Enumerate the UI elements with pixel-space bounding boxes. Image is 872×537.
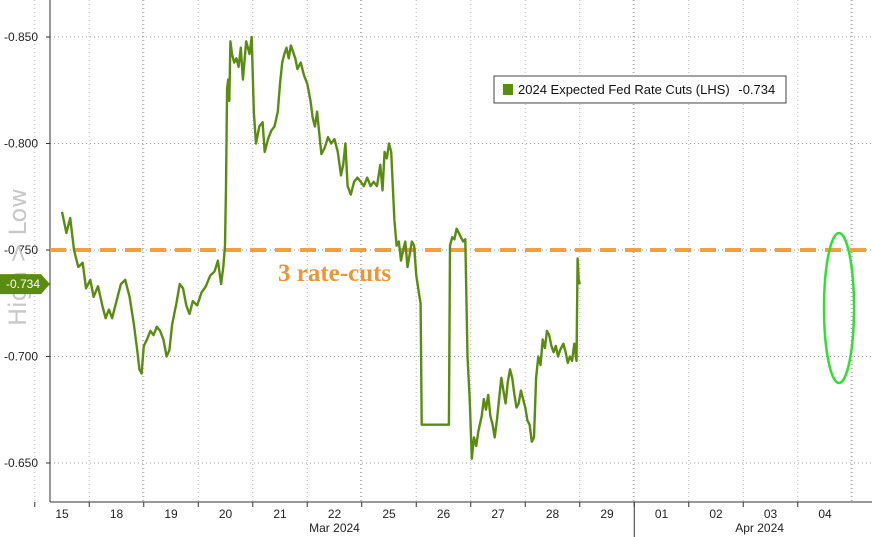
x-day-label: 27 bbox=[491, 507, 505, 521]
latest-move-highlight-ellipse bbox=[822, 231, 856, 385]
x-day-label: 26 bbox=[437, 507, 451, 521]
x-day-label: 15 bbox=[55, 507, 69, 521]
x-day-label: 18 bbox=[110, 507, 124, 521]
last-value-tag-text: -0.734 bbox=[6, 277, 40, 291]
y-tick-label: -0.850 bbox=[4, 30, 38, 44]
chart-legend: 2024 Expected Fed Rate Cuts (LHS) -0.734 bbox=[493, 75, 787, 104]
x-day-label: 28 bbox=[546, 507, 560, 521]
legend-box bbox=[493, 75, 787, 104]
legend-series-name: 2024 Expected Fed Rate Cuts (LHS) bbox=[518, 82, 730, 97]
x-day-label: 21 bbox=[273, 507, 287, 521]
x-day-label: 20 bbox=[219, 507, 233, 521]
expected-fed-rate-cuts-line bbox=[60, 35, 581, 460]
x-month-label: Mar 2024 bbox=[309, 521, 360, 535]
y-axis: -0.850 -0.800 -0.750 -0.700 -0.650 bbox=[4, 30, 50, 470]
last-value-tag: -0.734 bbox=[0, 274, 50, 295]
x-day-label: 02 bbox=[709, 507, 723, 521]
x-day-label: 03 bbox=[764, 507, 778, 521]
x-day-label: 01 bbox=[655, 507, 669, 521]
x-axis: 15 18 19 20 21 22 25 26 27 28 29 01 02 03 04 Mar 2024 Ap… bbox=[34, 502, 832, 537]
y-tick-label: -0.650 bbox=[4, 456, 38, 470]
high-low-axis-note: High > Low bbox=[4, 188, 32, 326]
y-tick-label: -0.750 bbox=[4, 243, 38, 257]
x-day-label: 22 bbox=[328, 507, 342, 521]
x-day-label: 04 bbox=[818, 507, 832, 521]
y-tick-label: -0.700 bbox=[4, 350, 38, 364]
y-tick-label: -0.800 bbox=[4, 137, 38, 151]
x-month-label: Apr 2024 bbox=[735, 521, 784, 535]
legend-last-value: -0.734 bbox=[738, 82, 775, 97]
three-rate-cuts-annotation: 3 rate-cuts bbox=[278, 260, 391, 287]
x-day-label: 19 bbox=[164, 507, 178, 521]
x-day-label: 25 bbox=[382, 507, 396, 521]
legend-swatch bbox=[503, 84, 513, 95]
last-value-tag-shape bbox=[0, 274, 50, 295]
legend-label: 2024 Expected Fed Rate Cuts (LHS) -0.734 bbox=[518, 82, 775, 97]
x-day-label: 29 bbox=[600, 507, 614, 521]
